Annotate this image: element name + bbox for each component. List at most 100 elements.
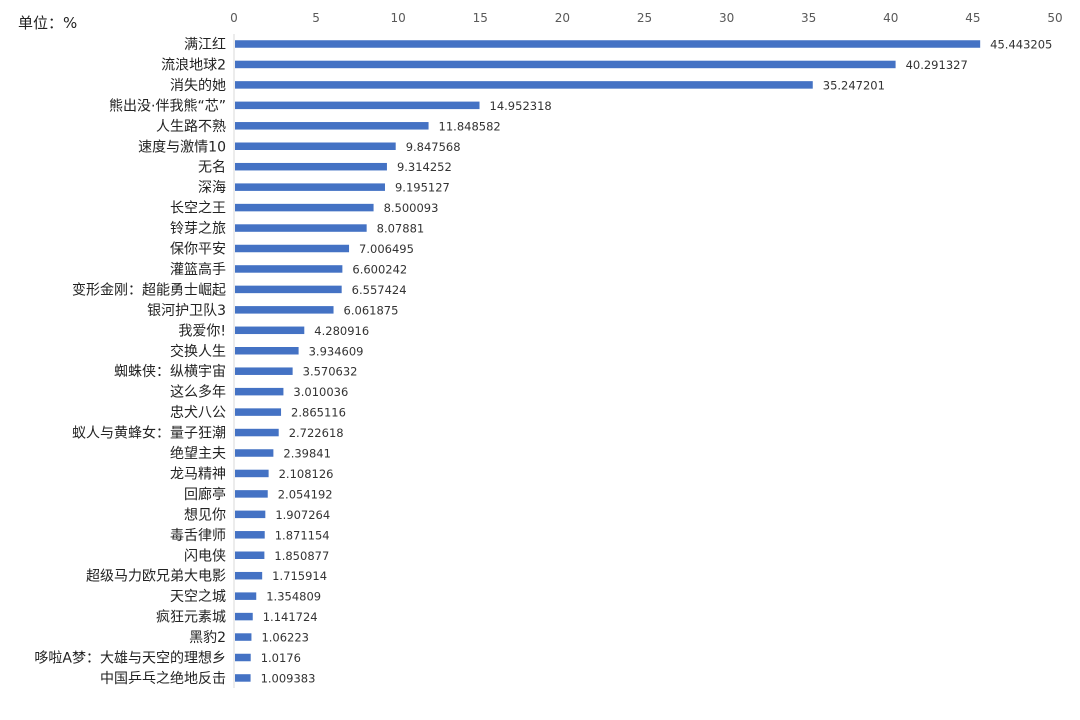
data-label: 1.0176 <box>261 651 301 665</box>
category-label: 毒舌律师 <box>170 528 226 544</box>
data-label: 1.715914 <box>272 569 327 583</box>
data-label: 9.195127 <box>395 181 450 195</box>
data-label: 1.06223 <box>261 631 309 645</box>
bar <box>235 387 284 396</box>
data-label: 4.280916 <box>314 324 369 338</box>
data-label: 6.061875 <box>344 303 399 317</box>
data-label: 1.907264 <box>275 508 330 522</box>
data-label: 9.314252 <box>397 160 452 174</box>
data-label: 6.557424 <box>352 283 407 297</box>
bar <box>235 490 268 498</box>
bar <box>235 162 387 171</box>
category-label: 想见你 <box>184 507 226 523</box>
category-label: 灌篮高手 <box>170 261 226 278</box>
bar <box>235 633 252 641</box>
data-label: 2.054192 <box>278 487 333 501</box>
category-label: 消失的她 <box>170 78 226 94</box>
category-label: 黑豹2 <box>189 630 226 646</box>
bar <box>235 40 981 48</box>
bar <box>235 367 293 375</box>
category-label: 流浪地球2 <box>161 57 226 73</box>
data-label: 8.500093 <box>384 201 439 215</box>
x-tick-label: 0 <box>230 11 238 25</box>
data-label: 2.39841 <box>283 447 331 461</box>
bar <box>235 122 429 130</box>
data-label: 14.952318 <box>490 99 552 113</box>
bar <box>235 674 251 682</box>
data-label: 35.247201 <box>823 78 885 92</box>
category-label: 速度与激情10 <box>138 138 226 155</box>
category-label: 深海 <box>198 180 226 196</box>
category-label: 中国乒乓之绝地反击 <box>100 671 226 687</box>
category-label: 天空之城 <box>170 589 226 605</box>
category-label: 哆啦A梦：大雄与天空的理想乡 <box>34 650 226 667</box>
bar <box>235 142 396 150</box>
bar <box>235 469 269 478</box>
category-label: 蚁人与黄蜂女：量子狂潮 <box>72 425 226 442</box>
bar <box>235 449 274 457</box>
bar <box>235 60 896 69</box>
bar <box>235 531 265 539</box>
category-label: 这么多年 <box>170 384 226 401</box>
bar <box>235 81 813 89</box>
x-tick-label: 25 <box>637 11 652 25</box>
bar <box>235 653 251 662</box>
data-label: 3.570632 <box>303 365 358 379</box>
data-label: 45.443205 <box>990 38 1052 52</box>
bar <box>235 408 282 416</box>
data-label: 2.865116 <box>291 406 346 420</box>
bar <box>235 265 343 273</box>
bar <box>235 592 257 600</box>
bar <box>235 224 367 232</box>
x-tick-label: 30 <box>719 11 734 25</box>
category-label: 闪电侠 <box>184 548 226 564</box>
bar <box>235 612 253 621</box>
bar <box>235 101 480 110</box>
data-label: 1.850877 <box>274 549 329 563</box>
category-label: 超级马力欧兄弟大电影 <box>86 569 226 585</box>
category-label: 银河护卫队3 <box>147 303 226 319</box>
category-label: 无名 <box>198 160 226 176</box>
bar <box>235 183 385 191</box>
category-label: 保你平安 <box>170 242 226 258</box>
category-label: 绝望主夫 <box>170 446 226 462</box>
category-label: 铃芽之旅 <box>170 221 226 237</box>
x-tick-label: 50 <box>1047 11 1062 25</box>
bar <box>235 306 334 314</box>
data-label: 6.600242 <box>352 262 407 276</box>
bar <box>235 347 299 355</box>
data-label: 40.291327 <box>906 58 968 72</box>
category-label: 交换人生 <box>170 343 226 360</box>
bar <box>235 428 279 437</box>
category-label: 变形金刚：超能勇士崛起 <box>72 282 226 298</box>
data-label: 7.006495 <box>359 242 414 256</box>
data-label: 9.847568 <box>406 140 461 154</box>
bar <box>235 571 263 580</box>
bar <box>235 510 266 519</box>
category-label: 我爱你! <box>178 323 226 339</box>
category-label: 人生路不熟 <box>156 119 226 135</box>
data-label: 2.722618 <box>289 426 344 440</box>
category-label: 蜘蛛侠：纵横宇宙 <box>114 364 226 380</box>
data-label: 2.108126 <box>279 467 334 481</box>
category-label: 忠犬八公 <box>170 405 226 421</box>
x-tick-label: 45 <box>965 11 980 25</box>
x-tick-label: 40 <box>883 11 898 25</box>
data-label: 8.07881 <box>377 222 425 236</box>
data-label: 3.934609 <box>309 344 364 358</box>
x-tick-label: 5 <box>312 11 320 25</box>
bar <box>235 285 342 294</box>
unit-label: 单位：% <box>18 14 78 32</box>
x-tick-label: 10 <box>391 11 406 25</box>
category-label: 熊出没·伴我熊“芯” <box>109 98 226 114</box>
data-label: 1.141724 <box>263 610 318 624</box>
category-label: 满江红 <box>184 37 226 53</box>
bar <box>235 326 305 335</box>
data-label: 3.010036 <box>293 385 348 399</box>
data-label: 1.354809 <box>266 590 321 604</box>
data-label: 1.009383 <box>261 671 316 685</box>
x-tick-label: 35 <box>801 11 816 25</box>
bar <box>235 244 350 253</box>
